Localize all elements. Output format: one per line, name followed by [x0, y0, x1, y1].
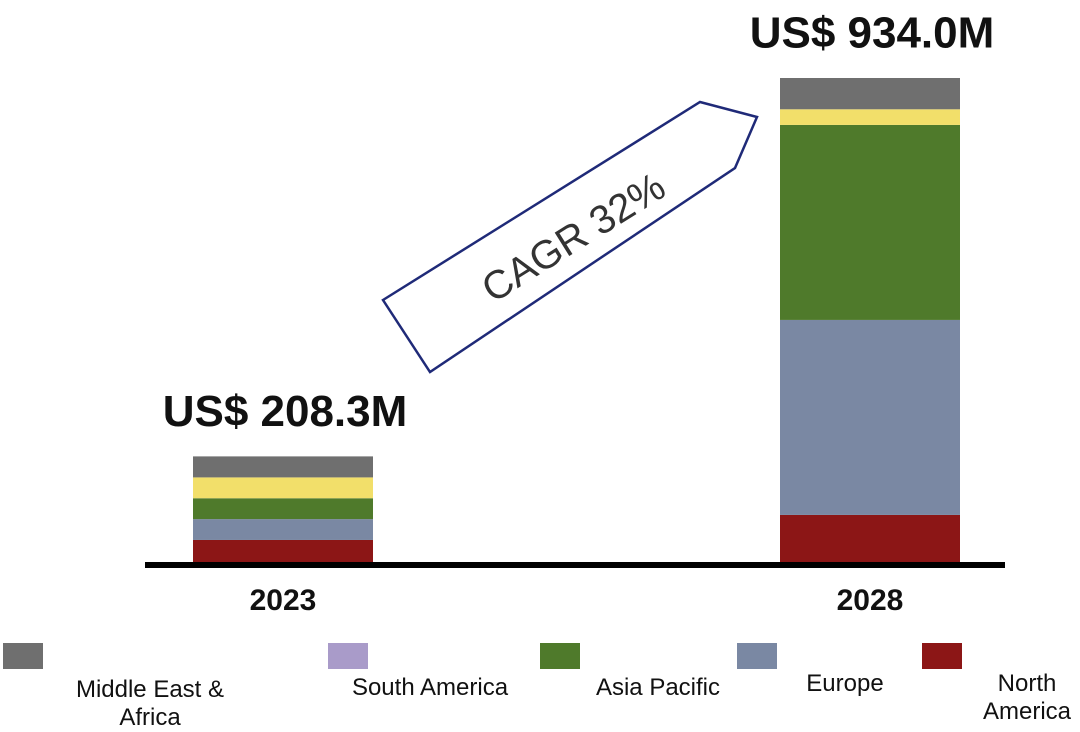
- total-label: US$ 934.0M: [750, 9, 995, 58]
- legend-label: Middle East & Africa: [75, 676, 225, 731]
- bar-segment: [780, 124, 960, 320]
- bar-segment: [193, 477, 373, 499]
- bar-segment: [193, 539, 373, 565]
- legend-label: South America: [351, 674, 509, 701]
- legend-label: North America: [982, 670, 1072, 725]
- baseline: [145, 562, 1005, 568]
- bar-segment: [780, 514, 960, 565]
- legend-label: Europe: [806, 670, 884, 697]
- bar-segment: [780, 109, 960, 125]
- bar-segment: [193, 519, 373, 540]
- total-label: US$ 208.3M: [163, 387, 408, 436]
- legend-swatch: [922, 643, 962, 669]
- legend-swatch: [3, 643, 43, 669]
- bar-segment: [780, 78, 960, 110]
- legend-swatch: [328, 643, 368, 669]
- cagr-arrow: [381, 100, 759, 374]
- legend-swatch: [737, 643, 777, 669]
- category-label: 2023: [250, 584, 317, 617]
- bar-segment: [780, 319, 960, 515]
- bar-segment: [193, 498, 373, 520]
- category-label: 2028: [837, 584, 904, 617]
- bar-segment: [193, 456, 373, 478]
- legend-label: Asia Pacific: [595, 674, 721, 701]
- legend-swatch: [540, 643, 580, 669]
